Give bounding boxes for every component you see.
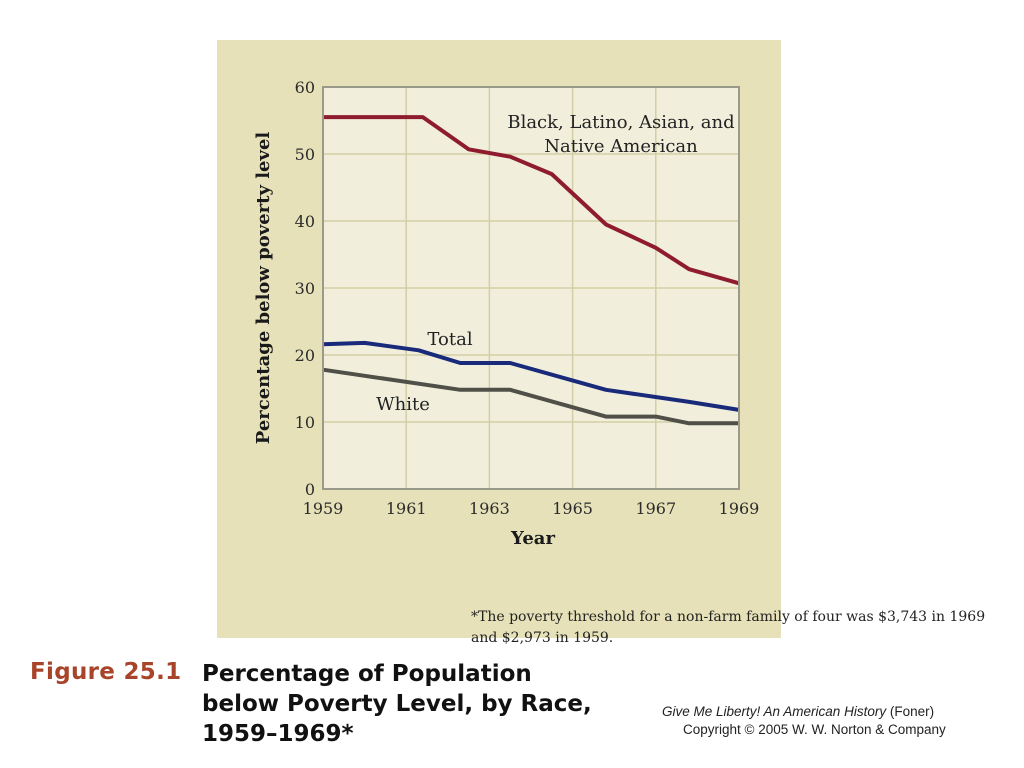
footnote-text: The poverty threshold for a non-farm fam… (471, 609, 986, 646)
y-tick-labels: 0 10 20 30 40 50 60 (295, 78, 315, 499)
y-tick-label: 10 (295, 413, 315, 432)
series-label: White (376, 394, 430, 415)
series-label: Native American (544, 136, 698, 157)
figure-title-line: 1959–1969* (202, 721, 354, 747)
footnote: *The poverty threshold for a non-farm fa… (471, 607, 991, 649)
y-tick-label: 0 (305, 480, 315, 499)
figure-title-line: Percentage of Population (202, 661, 532, 687)
series-labels: Black, Latino, Asian, and Native American… (376, 112, 735, 415)
x-tick-label: 1961 (386, 499, 427, 518)
figure-title: Percentage of Population below Poverty L… (202, 659, 662, 749)
book-author: (Foner) (886, 704, 935, 719)
y-tick-label: 60 (295, 78, 315, 97)
series-line-1 (323, 115, 740, 286)
x-tick-label: 1963 (469, 499, 510, 518)
y-tick-label: 40 (295, 212, 315, 231)
figure-title-line: below Poverty Level, by Race, (202, 691, 592, 717)
series-lines (322, 115, 740, 426)
series-label: Black, Latino, Asian, and (507, 112, 734, 133)
footnote-marker: * (471, 609, 478, 625)
source-credit: Give Me Liberty! An American History (Fo… (662, 703, 992, 739)
y-tick-label: 50 (295, 145, 315, 164)
y-tick-label: 20 (295, 346, 315, 365)
chart-panel: 0 10 20 30 40 50 60 1959 1961 1963 1965 1967 1969 Y… (217, 40, 985, 646)
figure-number: Figure 25.1 (30, 659, 182, 685)
y-tick-label: 30 (295, 279, 315, 298)
x-tick-label: 1967 (635, 499, 676, 518)
plot-border (322, 86, 740, 490)
gridlines (323, 87, 739, 489)
series-line-2 (322, 340, 740, 412)
source-line-1: Give Me Liberty! An American History (Fo… (662, 703, 992, 721)
x-tick-label: 1969 (719, 499, 760, 518)
y-axis-title: Percentage below poverty level (253, 132, 274, 445)
series-line-3 (322, 367, 739, 426)
x-tick-label: 1965 (552, 499, 593, 518)
x-axis-title: Year (510, 528, 555, 549)
copyright-line: Copyright © 2005 W. W. Norton & Company (683, 722, 946, 737)
poverty-line-chart: 0 10 20 30 40 50 60 1959 1961 1963 1965 1967 1969 Y… (253, 78, 760, 549)
x-tick-label: 1959 (303, 499, 344, 518)
book-title: Give Me Liberty! An American History (662, 704, 887, 719)
x-tick-labels: 1959 1961 1963 1965 1967 1969 (303, 499, 760, 518)
series-label: Total (427, 329, 472, 350)
